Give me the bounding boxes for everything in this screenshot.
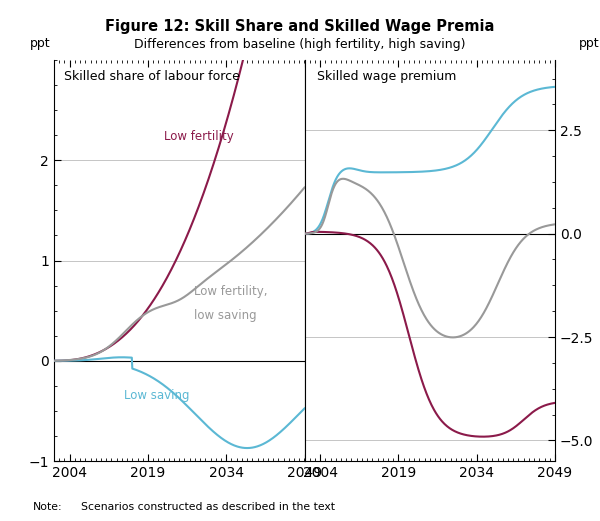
Text: Differences from baseline (high fertility, high saving): Differences from baseline (high fertilit… — [134, 38, 466, 51]
Text: Low fertility: Low fertility — [164, 130, 234, 143]
Text: ppt: ppt — [30, 37, 51, 50]
Text: Low fertility,: Low fertility, — [194, 284, 268, 297]
Text: Skilled wage premium: Skilled wage premium — [317, 70, 457, 83]
Text: Figure 12: Skill Share and Skilled Wage Premia: Figure 12: Skill Share and Skilled Wage … — [106, 19, 494, 34]
Text: ppt: ppt — [579, 37, 599, 50]
Text: Scenarios constructed as described in the text: Scenarios constructed as described in th… — [81, 502, 335, 512]
Text: low saving: low saving — [194, 308, 257, 321]
Text: Note:: Note: — [33, 502, 62, 512]
Text: Low saving: Low saving — [124, 389, 190, 402]
Text: Skilled share of labour force: Skilled share of labour force — [64, 70, 240, 83]
